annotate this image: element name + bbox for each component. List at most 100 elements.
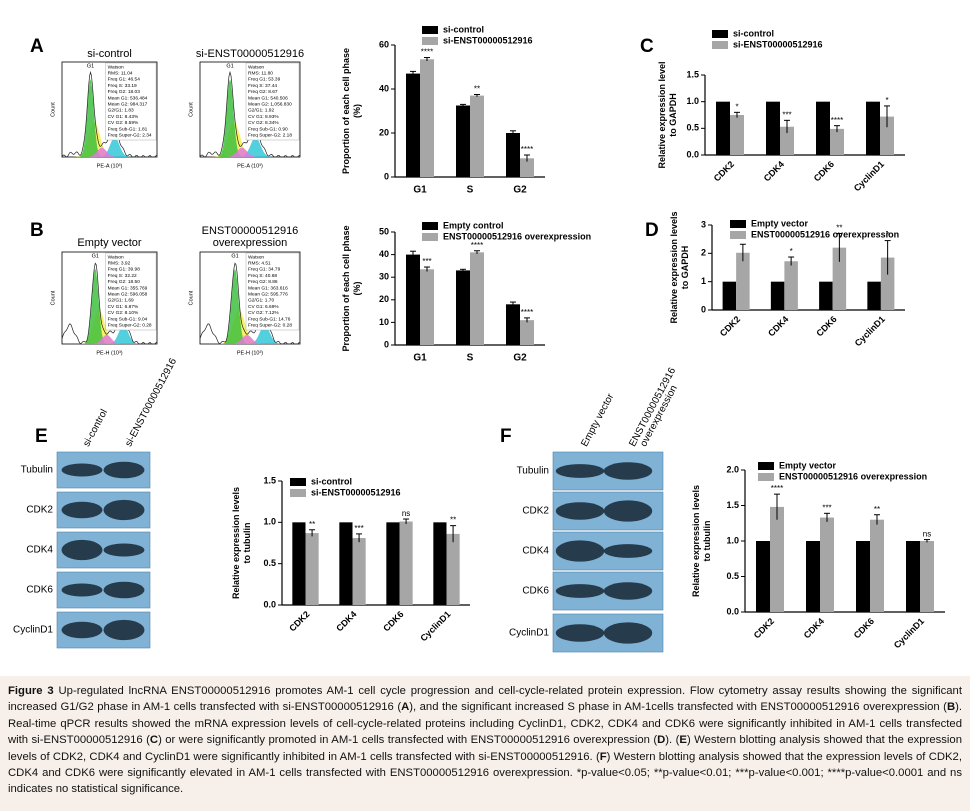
plot-title: si-control bbox=[87, 48, 132, 60]
histogram bbox=[199, 262, 301, 345]
y-axis-label: Relative expression levels bbox=[669, 211, 679, 323]
stats-line: Freq Super-G2: 2.34 bbox=[108, 132, 152, 138]
gate-label: G1 bbox=[87, 63, 94, 69]
significance-label: **** bbox=[831, 116, 843, 125]
stats-line: Mean G1: 363.616 bbox=[248, 285, 288, 291]
significance-label: *** bbox=[822, 503, 831, 512]
gate-label: G1 bbox=[226, 63, 233, 69]
caption-emphasis: Figure 3 bbox=[8, 685, 54, 697]
bar bbox=[420, 269, 434, 345]
y-tick-label: 40 bbox=[379, 249, 389, 259]
gate-label: G1 bbox=[231, 253, 238, 259]
y-tick-label: 0.5 bbox=[686, 123, 699, 133]
bar bbox=[292, 522, 306, 605]
blot-row-label: Tubulin bbox=[21, 465, 53, 476]
bar bbox=[446, 533, 460, 605]
x-tick-label: CyclinD1 bbox=[418, 609, 452, 643]
x-tick-label: CDK2 bbox=[712, 159, 736, 183]
blot-band bbox=[61, 463, 103, 477]
gate-area bbox=[200, 137, 300, 157]
bar bbox=[832, 247, 847, 310]
caption-text: ). ( bbox=[665, 734, 680, 747]
blot-band bbox=[555, 540, 605, 562]
legend-label: si-ENST00000512916 bbox=[733, 39, 823, 49]
stats-line: Freq Sub-G1: 1.81 bbox=[108, 126, 148, 132]
y-tick-label: 0.5 bbox=[263, 558, 276, 568]
bar bbox=[506, 133, 520, 177]
gate-area bbox=[200, 79, 300, 157]
stats-line: Freq Sub-G1: 0.90 bbox=[248, 126, 288, 132]
stats-line: Mean G1: 536.484 bbox=[108, 95, 148, 101]
stats-line: CV G1: 8.43% bbox=[108, 114, 139, 120]
y-tick-label: 40 bbox=[379, 83, 389, 93]
y-tick-label: 3 bbox=[701, 219, 706, 229]
x-tick-label: CDK4 bbox=[334, 609, 358, 633]
gate-area bbox=[62, 334, 157, 344]
y-tick-label: 10 bbox=[379, 317, 389, 327]
x-axis-label: PE-A (10³) bbox=[97, 163, 123, 169]
legend-swatch bbox=[730, 231, 746, 239]
legend-swatch bbox=[712, 30, 728, 38]
caption-text: ) Western blotting analysis showed that … bbox=[8, 750, 962, 796]
stats-line: Watson bbox=[108, 64, 124, 70]
blot-row-label: CDK6 bbox=[522, 586, 549, 597]
bar bbox=[305, 533, 319, 605]
significance-label: * bbox=[735, 102, 738, 111]
x-tick-label: CDK6 bbox=[381, 609, 405, 633]
histogram bbox=[61, 262, 158, 345]
caption-text: Up-regulated lncRNA ENST00000512916 prom… bbox=[8, 685, 962, 714]
blot-row-label: Tubulin bbox=[517, 466, 549, 477]
stats-line: Freq S: 40.68 bbox=[248, 273, 277, 279]
plot-title: si-ENST00000512916 bbox=[196, 48, 304, 60]
stats-line: Freq Sub-G1: 14.76 bbox=[248, 316, 291, 322]
stats-line: RMS: 3.92 bbox=[108, 260, 131, 266]
significance-label: ns bbox=[402, 509, 410, 518]
bar bbox=[770, 506, 784, 612]
y-axis-label: to tubulin bbox=[702, 521, 712, 562]
gate-area bbox=[200, 147, 300, 157]
caption-emphasis: A bbox=[401, 701, 410, 714]
gate-label: G1 bbox=[92, 253, 99, 259]
x-tick-label: CDK4 bbox=[802, 616, 826, 640]
significance-label: ** bbox=[836, 224, 842, 233]
panel-label: F bbox=[500, 426, 512, 447]
legend-label: ENST00000512916 overexpression bbox=[779, 471, 927, 481]
bar bbox=[830, 128, 844, 155]
y-tick-label: 30 bbox=[379, 272, 389, 282]
bar bbox=[730, 115, 744, 155]
legend-swatch bbox=[422, 37, 438, 45]
caption-text: ), and the significant increased S phase… bbox=[409, 701, 947, 714]
y-tick-label: 1.5 bbox=[263, 475, 276, 485]
y-axis-label: (%) bbox=[352, 282, 362, 296]
bar bbox=[880, 116, 894, 155]
blot-row-label: CDK4 bbox=[26, 545, 53, 556]
blot-band bbox=[103, 581, 145, 599]
y-tick-label: 1.0 bbox=[263, 517, 276, 527]
gate-area bbox=[62, 79, 157, 157]
caption: Figure 3 Up-regulated lncRNA ENST0000051… bbox=[0, 676, 970, 811]
stats-line: Mean G1: 355.769 bbox=[108, 285, 148, 291]
stats-line: CV G1: 8.93% bbox=[248, 114, 279, 120]
y-tick-label: 0 bbox=[701, 304, 706, 314]
legend-label: si-control bbox=[733, 28, 774, 38]
y-tick-label: 1.5 bbox=[686, 69, 699, 79]
blot-row-label: CyclinD1 bbox=[509, 628, 549, 639]
y-tick-label: 1.0 bbox=[686, 96, 699, 106]
stats-line: G2/G1: 1.69 bbox=[108, 298, 134, 304]
legend-swatch bbox=[290, 478, 306, 486]
bar bbox=[870, 519, 884, 612]
y-tick-label: 1.0 bbox=[726, 535, 739, 545]
bar bbox=[866, 101, 880, 155]
significance-label: * bbox=[885, 96, 888, 105]
y-tick-label: 1 bbox=[701, 276, 706, 286]
stats-line: Freq G2: 8.86 bbox=[248, 279, 278, 285]
stats-line: Watson bbox=[248, 64, 264, 70]
stats-box bbox=[245, 62, 300, 141]
stats-line: RMS: 11.80 bbox=[248, 70, 273, 76]
significance-label: *** bbox=[782, 110, 791, 119]
legend-label: ENST00000512916 overexpression bbox=[751, 229, 899, 239]
significance-label: ** bbox=[450, 516, 456, 525]
significance-label: *** bbox=[422, 257, 431, 266]
stats-line: Watson bbox=[248, 254, 264, 260]
x-tick-label: S bbox=[467, 185, 474, 196]
